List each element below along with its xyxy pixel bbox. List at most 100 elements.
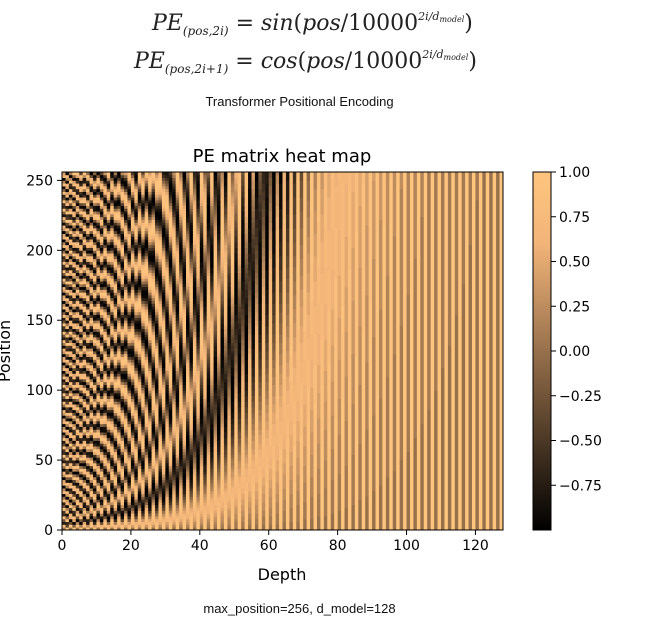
heatmap-cell [99,392,104,397]
heatmap-cell [155,334,159,338]
heatmap-cell [158,468,163,472]
heatmap-cell [68,423,73,427]
heatmap-cell [144,476,149,481]
heatmap-cell [196,197,201,201]
heatmap-cell [165,460,170,464]
heatmap-cell [151,211,156,215]
heatmap-cell [65,339,70,344]
heatmap-cell [196,415,201,419]
heatmap-cell [68,199,73,204]
heatmap-cell [103,476,108,481]
heatmap-cell [199,314,204,318]
heatmap-cell [103,323,108,327]
heatmap-cell [82,516,87,520]
heatmap-cell [161,516,166,520]
heatmap-cell [175,392,180,402]
heatmap-cell [182,197,187,201]
heatmap-cell [175,476,180,481]
heatmap-cell [120,213,125,218]
heatmap-cell [86,317,90,321]
heatmap-cell [179,493,183,497]
heatmap-cell [82,406,87,411]
heatmap-cell [196,468,201,472]
heatmap-cell [137,216,142,220]
heatmap-cell [120,247,125,251]
heatmap-cell [179,524,183,528]
heatmap-cell [172,493,177,497]
heatmap-cell [79,351,84,355]
heatmap-cell [65,521,70,525]
heatmap-cell [127,513,132,517]
heatmap-cell [117,283,121,288]
heatmap-cell [72,406,77,411]
heatmap-cell [179,269,183,274]
heatmap-cell [168,429,173,433]
heatmap-cell [148,205,152,209]
heatmap-cell [196,339,201,344]
heatmap-cell [68,454,73,458]
heatmap-cell [117,387,121,391]
heatmap-cell [68,412,73,416]
heatmap-cell [144,429,149,433]
heatmap-cell [117,339,121,344]
heatmap-cell [62,247,66,251]
heatmap-cell [62,392,66,397]
heatmap-cell [110,351,115,355]
heatmap-cell [89,406,94,411]
heatmap-cell [75,392,80,397]
heatmap-cell [72,415,77,419]
heatmap-cell [168,275,173,279]
heatmap-cell [82,395,87,399]
heatmap-cell [179,311,183,316]
heatmap-cell [79,499,84,503]
heatmap-cell [72,314,77,318]
heatmap-cell [124,370,128,374]
heatmap-cell [127,510,132,514]
heatmap-cell [199,513,204,517]
heatmap-cell [106,295,111,299]
heatmap-cell [161,211,166,215]
heatmap-cell [75,345,80,349]
heatmap-cell [179,236,183,240]
heatmap-cell [134,250,139,254]
heatmap-cell [65,376,70,380]
heatmap-cell [155,476,159,481]
heatmap-cell [151,518,156,523]
heatmap-cell [141,409,146,413]
heatmap-cell [79,448,84,453]
heatmap-cell [99,423,104,427]
heatmap-cell [68,339,73,344]
heatmap-cell [192,521,197,525]
heatmap-cell [158,353,163,357]
heatmap-cell [75,342,80,346]
heatmap-cell [168,241,173,246]
heatmap-cell [62,250,66,254]
heatmap-cell [137,398,142,402]
heatmap-cell [62,191,66,195]
heatmap-cell [148,440,152,444]
heatmap-cell [158,359,163,363]
heatmap-cell [96,390,101,394]
heatmap-cell [96,471,101,475]
heatmap-cell [117,225,121,229]
heatmap-cell [144,227,149,232]
heatmap-cell [203,488,208,492]
heatmap-cell [86,320,90,324]
heatmap-cell [130,429,135,433]
heatmap-cell [203,239,208,243]
heatmap-cell [110,418,115,422]
heatmap-cell [192,465,197,469]
heatmap-cell [86,353,90,357]
heatmap-cell [103,247,108,251]
heatmap-cell [144,199,149,204]
heatmap-cell [134,216,139,220]
heatmap-cell [137,443,142,447]
heatmap-cell [124,295,128,299]
heatmap-cell [93,197,97,201]
heatmap-cell [117,255,121,260]
heatmap-cell [93,281,97,285]
heatmap-cell [89,334,94,338]
heatmap-cell [141,460,146,464]
heatmap-cell [106,328,111,332]
heatmap-cell [189,230,194,243]
